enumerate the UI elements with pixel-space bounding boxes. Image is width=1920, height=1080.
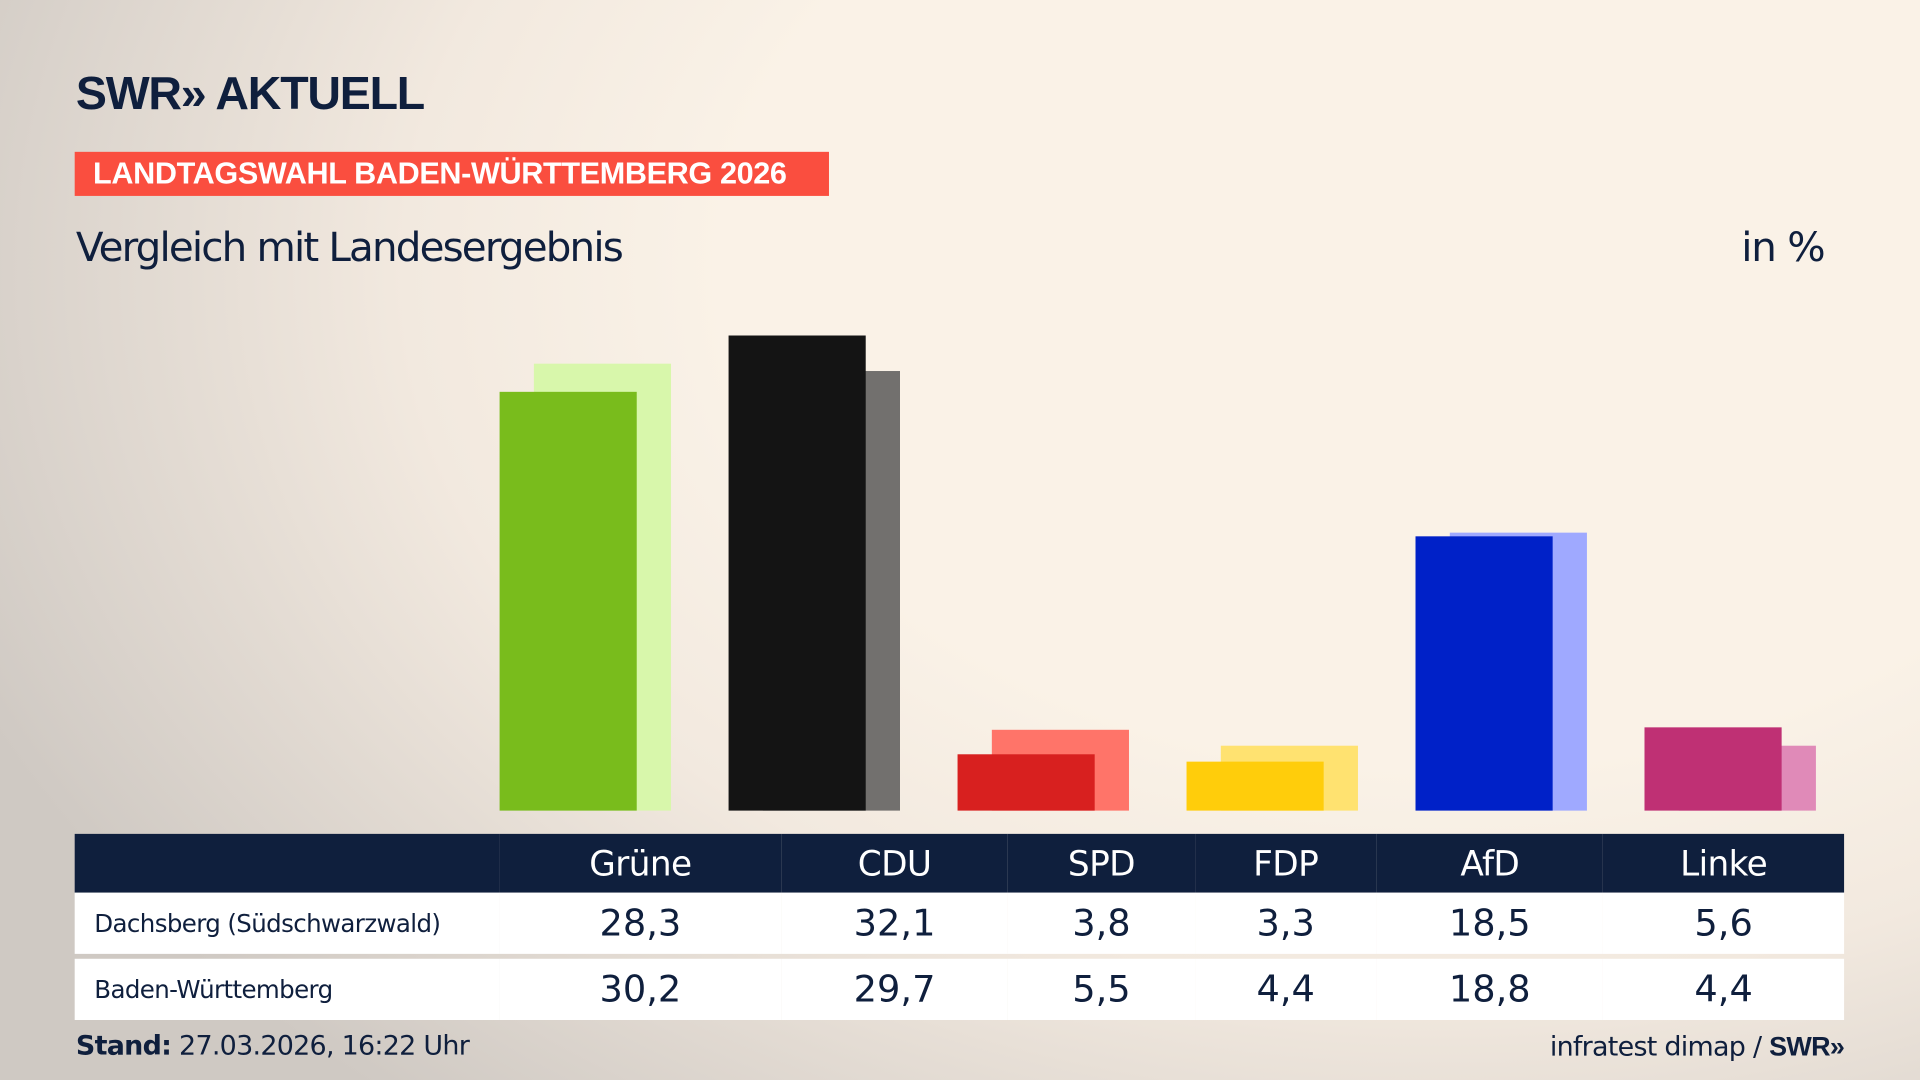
timestamp: Stand: 27.03.2026, 16:22 Uhr <box>75 1031 470 1062</box>
local-bar-fdp <box>1186 761 1324 811</box>
swr-logo: SWR» <box>1769 1031 1845 1062</box>
swr-aktuell-logo: SWR» AKTUELL <box>75 68 425 121</box>
local-bar-cdu <box>728 335 866 811</box>
value-cell: 30,2 <box>499 958 782 1021</box>
value-cell: 3,8 <box>1007 892 1195 954</box>
table-row: Baden-Württemberg 30,2 29,7 5,5 4,4 18,8 4,4 <box>74 958 1845 1021</box>
kicker-banner: LANDTAGSWAHL BADEN-WÜRTTEMBERG 2026 <box>74 151 829 196</box>
value-cell: 5,5 <box>1007 958 1195 1021</box>
header-empty <box>74 833 500 893</box>
local-bar-grüne <box>499 391 637 811</box>
party-header: FDP <box>1194 833 1377 893</box>
unit-label: in % <box>1741 222 1825 271</box>
value-cell: 5,6 <box>1603 892 1845 954</box>
party-header: CDU <box>781 833 1008 893</box>
local-bar-spd <box>957 754 1095 811</box>
table-header: Grüne CDU SPD FDP AfD Linke <box>74 833 1845 893</box>
party-header: SPD <box>1007 833 1195 893</box>
value-cell: 32,1 <box>781 892 1008 954</box>
source: infratest dimap / SWR» <box>1549 1031 1845 1063</box>
stand-value: 27.03.2026, 16:22 Uhr <box>171 1031 470 1062</box>
value-cell: 4,4 <box>1603 958 1845 1021</box>
row-label: Baden-Württemberg <box>74 958 500 1021</box>
value-cell: 28,3 <box>499 892 782 954</box>
value-cell: 18,8 <box>1376 958 1604 1021</box>
value-cell: 18,5 <box>1376 892 1604 954</box>
source-text: infratest dimap / <box>1549 1032 1770 1063</box>
table-row: Dachsberg (Südschwarzwald) 28,3 32,1 3,8 3,3… <box>74 892 1845 954</box>
results-table: Grüne CDU SPD FDP AfD Linke Dachsberg (Südsch… <box>74 833 1845 1021</box>
stand-label: Stand: <box>75 1031 172 1062</box>
local-bar-linke <box>1644 727 1782 811</box>
value-cell: 3,3 <box>1194 892 1377 954</box>
value-cell: 4,4 <box>1194 958 1377 1021</box>
party-header: AfD <box>1376 833 1604 893</box>
party-header: Linke <box>1603 833 1845 893</box>
row-label: Dachsberg (Südschwarzwald) <box>74 892 500 954</box>
chart-subtitle: Vergleich mit Landesergebnis <box>75 222 624 271</box>
local-bar-afd <box>1415 536 1553 811</box>
value-cell: 29,7 <box>781 958 1008 1021</box>
party-header: Grüne <box>499 833 782 893</box>
